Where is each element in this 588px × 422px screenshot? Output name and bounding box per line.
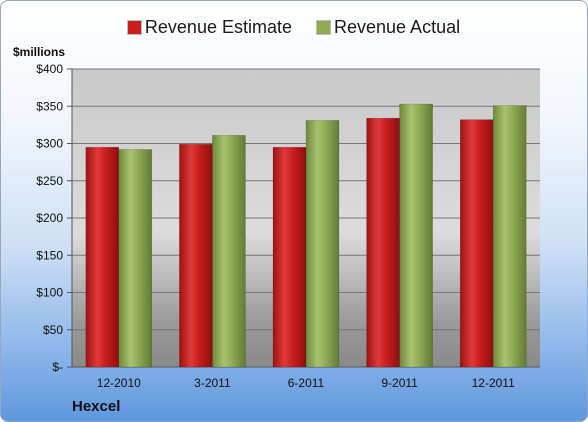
bar-revenue-actual <box>492 105 527 368</box>
x-tick-label: 12-2011 <box>472 376 515 390</box>
company-name: Hexcel <box>72 398 121 415</box>
y-tick-label: $350 <box>36 99 63 113</box>
bar-revenue-actual <box>399 103 433 368</box>
y-tick-label: $300 <box>36 137 63 151</box>
bar-revenue-estimate <box>366 117 400 368</box>
legend-item-actual: Revenue Actual <box>317 17 460 38</box>
legend-label-estimate: Revenue Estimate <box>144 17 292 37</box>
bar-revenue-estimate <box>85 146 120 368</box>
y-tick-label: $150 <box>36 248 63 262</box>
legend-swatch-estimate <box>127 21 141 34</box>
bar-revenue-actual <box>305 120 340 368</box>
y-tick-label: $- <box>52 360 63 374</box>
y-tick-label: $100 <box>36 286 63 300</box>
bar-revenue-actual <box>118 149 153 368</box>
bar-revenue-estimate <box>459 119 494 368</box>
bar-revenue-actual <box>212 135 246 368</box>
legend-item-estimate: Revenue Estimate <box>127 17 292 38</box>
y-axis-label: $millions <box>13 45 66 59</box>
bar-revenue-estimate <box>179 143 213 368</box>
y-tick-label: $250 <box>36 174 63 188</box>
y-tick-label: $200 <box>36 211 63 225</box>
x-tick-label: 6-2011 <box>288 376 325 390</box>
legend-label-actual: Revenue Actual <box>334 17 461 37</box>
legend: Revenue Estimate Revenue Actual <box>1 17 587 39</box>
x-tick-label: 12-2010 <box>97 376 141 390</box>
y-tick-label: $400 <box>36 62 63 76</box>
x-tick-label: 9-2011 <box>381 376 418 390</box>
bar-revenue-estimate <box>272 146 307 368</box>
y-tick-label: $50 <box>43 323 63 337</box>
x-tick-label: 3-2011 <box>194 376 231 390</box>
legend-swatch-actual <box>317 21 330 34</box>
